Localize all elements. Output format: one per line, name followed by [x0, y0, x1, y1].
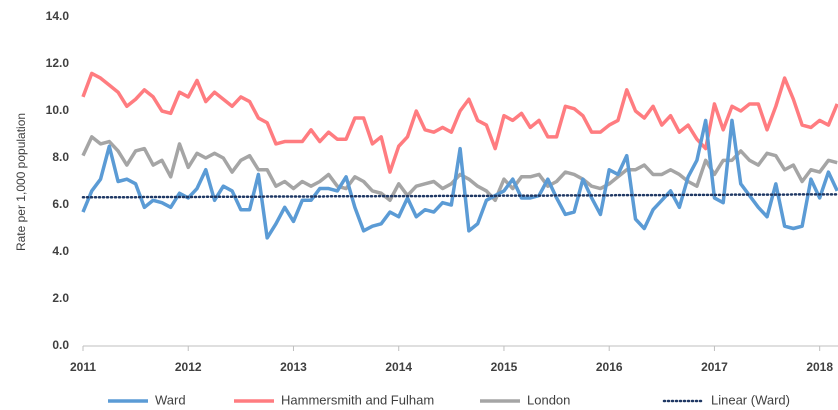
x-tick-label: 2012: [175, 360, 202, 374]
x-tick-label: 2017: [701, 360, 728, 374]
x-tick-label: 2015: [491, 360, 518, 374]
legend-label: Ward: [155, 392, 186, 407]
y-tick-label: 10.0: [46, 103, 70, 117]
legend-label: Hammersmith and Fulham: [281, 392, 434, 407]
x-tick-label: 2018: [806, 360, 833, 374]
x-tick-label: 2011: [70, 360, 96, 374]
series-line: [81, 193, 838, 199]
y-tick-label: 14.0: [46, 9, 70, 23]
y-tick-label: 0.0: [52, 338, 69, 352]
y-tick-label: 4.0: [52, 244, 69, 258]
y-tick-label: 12.0: [46, 56, 70, 70]
x-tick-label: 2014: [385, 360, 412, 374]
y-tick-label: 6.0: [52, 197, 69, 211]
y-tick-label: 2.0: [52, 291, 69, 305]
x-tick-label: 2013: [280, 360, 307, 374]
y-tick-label: 8.0: [52, 150, 69, 164]
series-line: [81, 71, 838, 174]
legend-label: Linear (Ward): [711, 392, 790, 407]
y-axis-label: Rate per 1,000 population: [14, 113, 28, 251]
legend-label: London: [527, 392, 570, 407]
series-line: [81, 118, 838, 240]
x-tick-label: 2016: [596, 360, 623, 374]
